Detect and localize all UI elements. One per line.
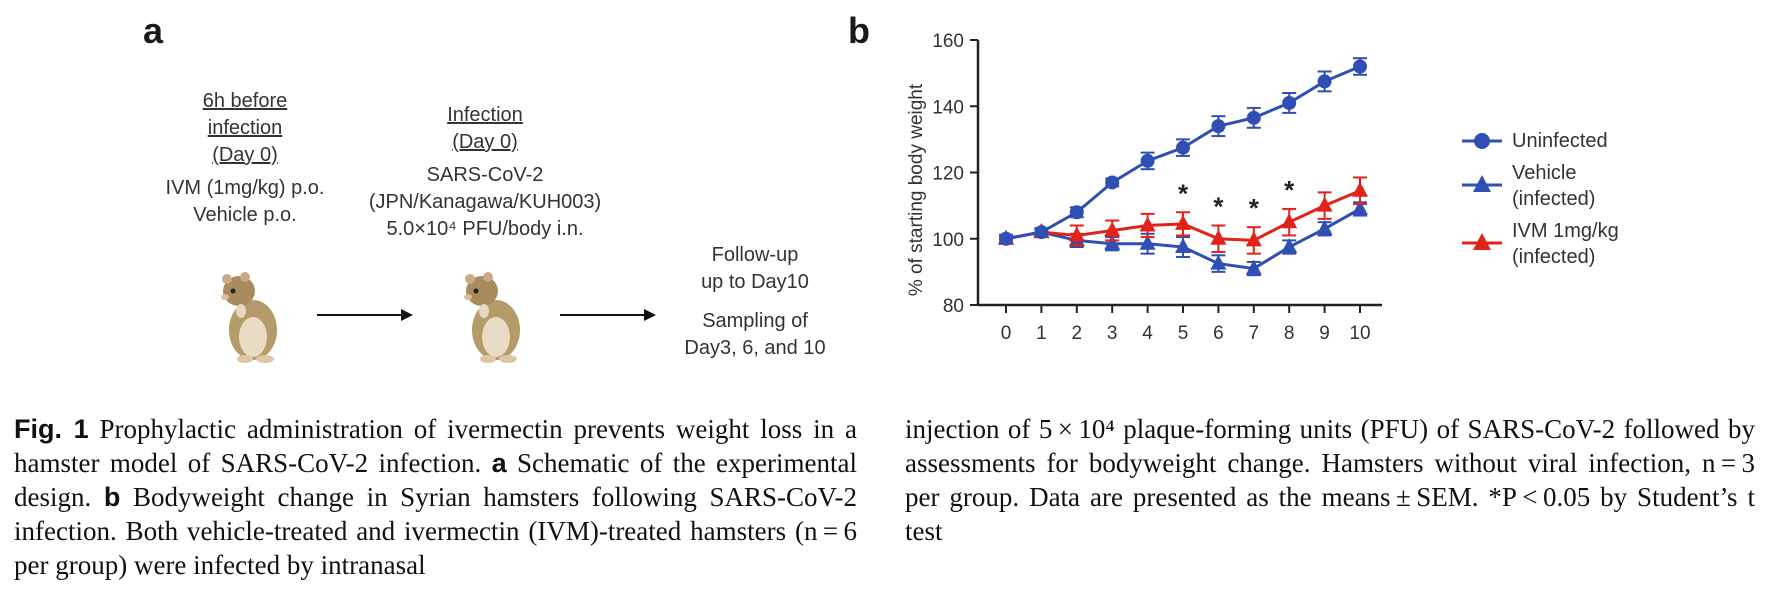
step1-line1: IVM (1mg/kg) p.o. — [165, 177, 325, 199]
step-infection: Infection (Day 0) SARS-CoV-2 (JPN/Kanaga… — [340, 102, 630, 243]
legend-label-vehicle-l1: Vehicle — [1512, 162, 1577, 184]
step1-title-line2: infection — [207, 117, 283, 139]
data-point — [1140, 153, 1155, 168]
step1-title-line1: 6h before — [202, 90, 288, 112]
data-point — [1281, 213, 1298, 229]
step1-title-line3: (Day 0) — [212, 144, 278, 166]
x-tick-label: 9 — [1319, 323, 1330, 344]
x-tick-label: 8 — [1284, 323, 1295, 344]
data-point — [1139, 216, 1156, 232]
data-point — [1245, 259, 1262, 275]
y-tick-label: 80 — [943, 296, 964, 317]
legend-item-ivm: IVM 1mg/kg (infected) — [1460, 220, 1720, 286]
step2-line3: 5.0×10⁴ PFU/body i.n. — [386, 218, 584, 240]
bodyweight-chart: 80 100 120 140 160 0 1 2 3 4 5 6 7 8 9 10 * * * * % of sta… — [906, 31, 1382, 344]
caption-b-label: b — [103, 482, 121, 512]
caption-text: Prophylactic administration of ivermecti… — [14, 414, 857, 478]
figure-label: Fig. 1 — [14, 414, 89, 444]
legend-label-uninfected: Uninfected — [1512, 130, 1608, 152]
x-tick-label: 4 — [1142, 323, 1153, 344]
legend-marker-circle-icon — [1462, 133, 1502, 149]
data-point — [1104, 234, 1121, 250]
data-point — [1068, 226, 1085, 242]
data-point — [1317, 74, 1332, 89]
arrow-icon — [560, 309, 656, 321]
legend-marker-triangle-icon — [1462, 233, 1502, 250]
caption-right-text: injection of 5 × 10⁴ plaque-forming unit… — [905, 414, 1755, 546]
x-tick-label: 10 — [1349, 323, 1370, 344]
step1-line2: Vehicle p.o. — [193, 204, 297, 226]
hamster-icon — [221, 272, 277, 363]
data-point — [1352, 181, 1368, 197]
x-tick-label: 5 — [1178, 323, 1189, 344]
data-point — [1139, 234, 1156, 250]
legend-label-ivm-l2: (infected) — [1512, 246, 1596, 268]
step2-title-line2: (Day 0) — [452, 131, 518, 153]
hamster-icon — [464, 272, 520, 363]
data-point — [1245, 231, 1262, 247]
data-point — [1282, 95, 1297, 110]
data-point — [1211, 119, 1226, 134]
data-point — [1069, 205, 1084, 220]
legend-label-ivm-l1: IVM 1mg/kg — [1512, 220, 1619, 242]
data-point — [1316, 219, 1333, 235]
x-tick-label: 6 — [1213, 323, 1224, 344]
figure-caption-right: injection of 5 × 10⁴ plaque-forming unit… — [905, 412, 1755, 548]
data-point — [1034, 225, 1049, 240]
significance-marker: * — [1178, 178, 1189, 208]
step2-line1: SARS-CoV-2 — [426, 164, 544, 186]
x-tick-label: 7 — [1249, 323, 1260, 344]
data-point — [1175, 214, 1191, 230]
significance-marker: * — [1284, 175, 1295, 205]
legend-label-vehicle-l2: (infected) — [1512, 188, 1596, 210]
data-point — [1281, 238, 1298, 254]
step3-line3: Sampling of — [702, 310, 808, 332]
legend-item-vehicle: Vehicle (infected) — [1460, 162, 1720, 228]
step2-line2: (JPN/Kanagawa/KUH003) — [368, 191, 602, 213]
data-point — [1105, 175, 1120, 190]
significance-marker: * — [1249, 193, 1260, 223]
step-pretreatment: 6h before infection (Day 0) IVM (1mg/kg)… — [130, 88, 360, 229]
caption-a-text: Schematic of the experimental design. — [14, 448, 857, 512]
panel-b-letter: b — [848, 10, 870, 51]
data-point — [1246, 110, 1261, 125]
caption-a-label: a — [491, 448, 507, 478]
caption-b-text: Bodyweight change in Syrian hamsters fol… — [14, 482, 857, 580]
step3-line2: up to Day10 — [701, 271, 809, 293]
y-tick-label: 160 — [932, 31, 964, 52]
step3-line4: Day3, 6, and 10 — [684, 337, 826, 359]
step3-line1: Follow-up — [711, 244, 799, 266]
data-point — [1316, 196, 1333, 212]
data-point — [1210, 229, 1227, 245]
x-tick-label: 1 — [1036, 323, 1047, 344]
step2-title-line1: Infection — [447, 104, 523, 126]
data-point — [1176, 140, 1190, 155]
data-point — [1210, 254, 1227, 270]
legend-item-uninfected: Uninfected — [1460, 128, 1720, 158]
y-tick-label: 140 — [932, 97, 964, 118]
data-point — [1352, 199, 1368, 215]
y-tick-label: 120 — [932, 164, 964, 185]
significance-marker: * — [1213, 192, 1224, 222]
step-follow-up: Follow-up up to Day10 Sampling of Day3, … — [660, 242, 850, 362]
x-tick-label: 3 — [1107, 323, 1118, 344]
legend-marker-triangle-icon — [1462, 175, 1502, 192]
x-tick-label: 2 — [1072, 323, 1083, 344]
arrow-icon — [317, 309, 413, 321]
x-tick-label: 0 — [1001, 323, 1012, 344]
data-point — [1104, 221, 1121, 237]
data-point — [1353, 59, 1367, 74]
figure-caption-left: Fig. 1 Prophylactic administration of iv… — [14, 412, 857, 582]
data-point — [999, 231, 1013, 246]
data-point — [1175, 238, 1191, 254]
y-axis-label: % of starting body weight — [906, 83, 927, 296]
panel-a-letter: a — [143, 10, 164, 51]
y-tick-label: 100 — [932, 230, 964, 251]
